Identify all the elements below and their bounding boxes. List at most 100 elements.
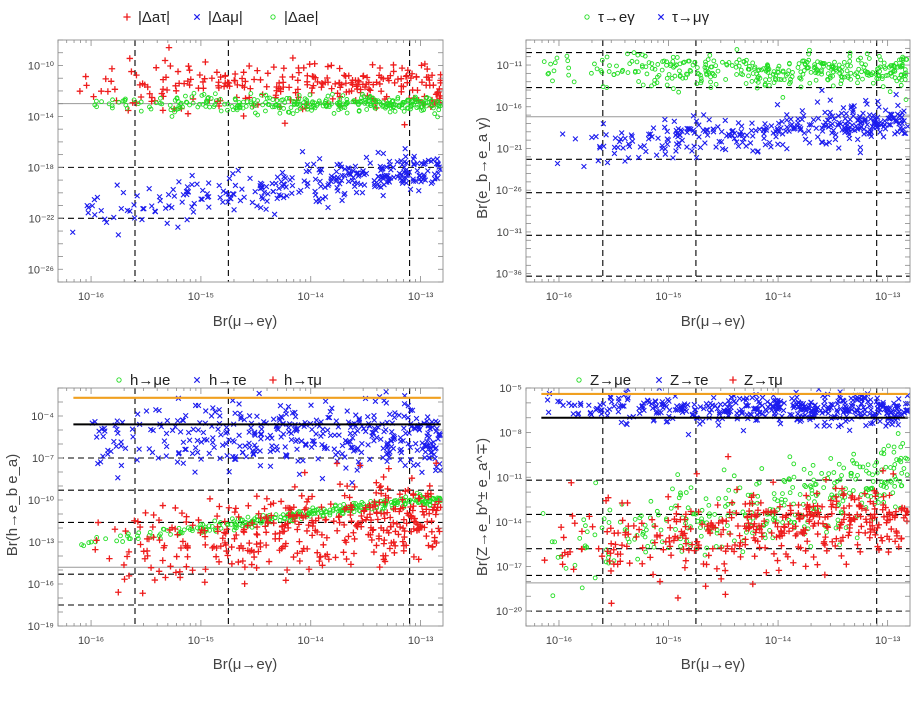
data-point (248, 561, 255, 568)
data-point (116, 99, 122, 105)
data-point (749, 580, 756, 588)
data-point (759, 466, 765, 471)
data-point (318, 531, 326, 539)
data-point (252, 188, 258, 195)
data-point (253, 564, 260, 571)
data-point (309, 426, 315, 433)
data-point (720, 59, 725, 65)
data-point (615, 408, 622, 415)
data-point (356, 417, 363, 423)
data-point (777, 398, 784, 405)
legend: |Δaτ| |Δaμ| |Δae| (123, 9, 319, 26)
data-point (893, 504, 898, 510)
data-point (840, 498, 846, 504)
data-point (241, 194, 247, 201)
data-point (424, 95, 430, 100)
data-point (769, 479, 777, 486)
data-point (650, 125, 657, 131)
data-point (735, 143, 742, 150)
data-point (728, 545, 736, 553)
data-point (657, 13, 665, 21)
data-point (845, 532, 852, 539)
data-point (317, 178, 323, 185)
x-tick-label: 10⁻¹⁵ (188, 635, 214, 647)
legend-marker-cross (193, 376, 201, 384)
data-point (429, 103, 435, 109)
data-point (875, 546, 883, 554)
data-point (800, 71, 806, 77)
data-point (788, 116, 794, 122)
data-point (860, 404, 867, 411)
data-point (286, 429, 292, 435)
data-point (773, 533, 780, 541)
data-point (282, 444, 289, 450)
data-point (686, 125, 692, 132)
data-point (187, 76, 194, 83)
data-point (382, 552, 389, 559)
data-point (248, 424, 254, 431)
data-point (292, 413, 299, 420)
data-point (183, 563, 190, 570)
data-point (860, 76, 865, 82)
data-point (142, 509, 149, 517)
data-point (377, 524, 385, 532)
data-point (736, 532, 743, 539)
data-point (841, 59, 847, 65)
data-point (786, 128, 792, 134)
data-point (329, 405, 335, 412)
data-point (380, 165, 386, 172)
data-point (289, 54, 297, 62)
x-axis-label: Br(μ→eγ) (213, 313, 277, 330)
data-point (289, 73, 296, 81)
data-point (396, 490, 404, 498)
data-point (792, 520, 798, 525)
data-point (776, 63, 782, 69)
data-point (649, 405, 656, 411)
data-point (280, 65, 288, 72)
data-point (599, 69, 605, 75)
data-point (839, 473, 844, 478)
data-point (179, 199, 185, 205)
data-point (390, 164, 397, 171)
data-point (747, 64, 752, 69)
data-point (857, 125, 864, 132)
data-point (814, 530, 821, 538)
y-tick-label: 10⁻¹⁶ (28, 579, 54, 591)
data-point (118, 439, 124, 445)
data-point (162, 574, 169, 581)
data-point (409, 407, 416, 414)
data-point (656, 578, 664, 585)
data-point (418, 62, 425, 69)
data-point (830, 83, 836, 89)
data-point (385, 176, 392, 182)
data-point (765, 404, 772, 410)
data-point (186, 437, 193, 443)
data-point (272, 92, 280, 99)
data-point (162, 74, 170, 81)
data-point (390, 98, 395, 104)
data-point (434, 156, 441, 162)
data-point (342, 437, 349, 444)
data-point (184, 544, 191, 551)
x-tick-label: 10⁻¹⁴ (298, 291, 325, 303)
data-point (184, 553, 191, 560)
data-point (851, 516, 858, 523)
data-point (292, 89, 299, 96)
data-point (803, 484, 809, 490)
data-point (808, 69, 814, 75)
data-point (280, 431, 287, 437)
data-point (698, 533, 704, 539)
data-point (332, 503, 338, 509)
data-point (578, 545, 586, 553)
data-point (97, 459, 104, 465)
data-point (631, 50, 637, 56)
data-point (200, 101, 206, 107)
data-point (757, 499, 765, 507)
data-point (678, 492, 684, 498)
data-point (431, 171, 438, 177)
data-point (296, 189, 302, 196)
data-point (385, 465, 392, 472)
data-point (326, 100, 332, 106)
data-point (311, 60, 318, 67)
data-point (900, 54, 906, 60)
